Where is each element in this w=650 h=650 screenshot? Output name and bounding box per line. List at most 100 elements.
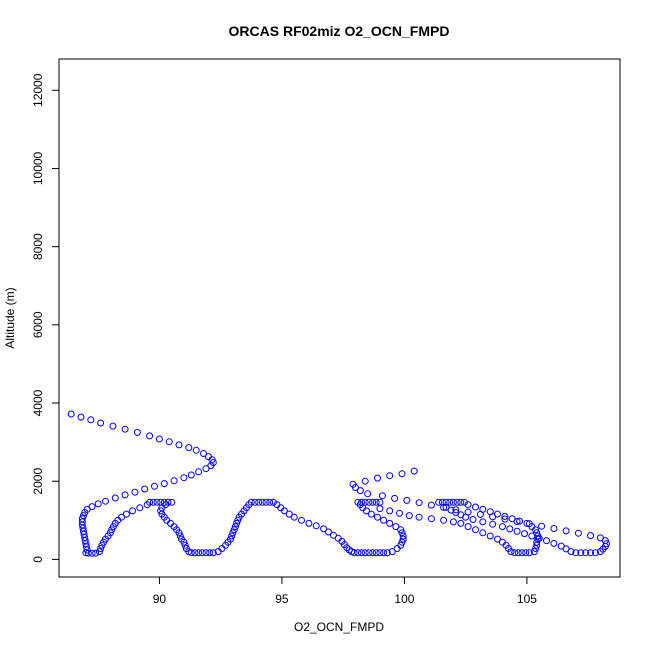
data-point bbox=[87, 416, 95, 424]
data-point bbox=[290, 513, 298, 521]
data-point bbox=[427, 515, 435, 523]
data-point bbox=[245, 501, 253, 509]
data-point bbox=[77, 413, 85, 421]
data-point bbox=[234, 516, 242, 524]
data-point bbox=[435, 498, 443, 506]
data-point bbox=[518, 549, 526, 557]
data-point bbox=[350, 549, 358, 557]
data-point bbox=[230, 526, 238, 534]
data-point bbox=[151, 482, 158, 490]
data-point bbox=[136, 504, 144, 512]
data-point bbox=[521, 530, 528, 538]
data-point bbox=[399, 532, 407, 540]
data-point bbox=[587, 532, 595, 540]
data-point bbox=[121, 491, 129, 499]
data-point bbox=[155, 435, 163, 443]
data-point bbox=[354, 498, 362, 506]
data-point bbox=[207, 462, 215, 470]
y-tick-label: 12000 bbox=[31, 73, 45, 107]
x-tick-label: 100 bbox=[394, 592, 414, 606]
data-point bbox=[320, 525, 328, 533]
data-point bbox=[175, 441, 183, 449]
data-point bbox=[233, 519, 241, 527]
data-point bbox=[501, 515, 509, 523]
data-point bbox=[523, 519, 531, 527]
x-axis: 90 95 100 105 bbox=[153, 576, 537, 606]
data-point bbox=[498, 523, 506, 531]
data-point bbox=[361, 477, 369, 485]
data-point bbox=[442, 498, 450, 506]
data-point bbox=[398, 529, 406, 537]
data-point bbox=[516, 517, 524, 525]
data-point bbox=[405, 512, 413, 520]
data-point bbox=[122, 510, 130, 518]
data-point bbox=[386, 472, 394, 480]
data-point bbox=[200, 450, 207, 457]
data-point bbox=[365, 549, 373, 557]
data-point bbox=[109, 422, 117, 430]
data-point bbox=[280, 507, 288, 515]
data-point bbox=[202, 465, 210, 473]
y-tick-label: 8000 bbox=[31, 233, 45, 260]
y-tick-label: 6000 bbox=[31, 311, 45, 338]
data-point bbox=[479, 518, 487, 526]
plot-frame bbox=[58, 58, 621, 578]
data-point bbox=[440, 516, 448, 524]
data-point bbox=[185, 444, 193, 452]
data-point bbox=[191, 549, 199, 557]
data-point bbox=[391, 494, 399, 502]
data-point bbox=[354, 549, 362, 557]
data-point bbox=[111, 494, 119, 502]
data-point bbox=[262, 498, 270, 506]
data-point bbox=[95, 548, 103, 556]
data-point bbox=[472, 526, 479, 534]
data-point bbox=[255, 498, 263, 506]
data-point bbox=[513, 527, 521, 535]
data-point bbox=[557, 542, 565, 550]
data-point bbox=[550, 539, 558, 547]
y-tick-label: 10000 bbox=[31, 151, 45, 185]
data-point bbox=[269, 498, 277, 506]
data-point bbox=[376, 498, 384, 506]
data-point bbox=[165, 438, 173, 446]
data-point bbox=[498, 538, 506, 546]
data-point bbox=[494, 510, 501, 518]
data-point bbox=[392, 523, 400, 531]
data-point bbox=[438, 498, 446, 506]
data-point bbox=[506, 525, 514, 533]
data-point bbox=[577, 549, 585, 557]
data-point bbox=[78, 521, 86, 529]
data-point bbox=[133, 428, 141, 436]
data-point bbox=[146, 432, 154, 440]
data-point bbox=[358, 498, 365, 506]
data-point bbox=[372, 498, 380, 506]
data-point bbox=[386, 519, 394, 527]
data-point bbox=[415, 513, 423, 521]
data-point bbox=[376, 549, 384, 557]
data-point bbox=[596, 548, 604, 556]
data-point bbox=[543, 537, 550, 545]
data-point bbox=[153, 498, 161, 506]
data-point bbox=[449, 498, 457, 506]
data-point bbox=[457, 498, 465, 506]
data-points bbox=[67, 410, 610, 557]
data-point bbox=[102, 497, 109, 505]
data-point bbox=[247, 498, 255, 506]
data-point bbox=[380, 549, 388, 557]
data-point bbox=[592, 549, 599, 557]
x-tick-label: 90 bbox=[153, 592, 167, 606]
data-point bbox=[533, 541, 541, 549]
data-point bbox=[396, 509, 403, 517]
data-point bbox=[164, 498, 172, 506]
data-point bbox=[464, 523, 472, 531]
data-point bbox=[231, 523, 239, 531]
data-point bbox=[397, 526, 405, 534]
x-tick-label: 95 bbox=[275, 592, 289, 606]
data-point bbox=[472, 503, 479, 511]
x-axis-label: O2_OCN_FMPD bbox=[294, 620, 384, 634]
y-axis-label: Altitude (m) bbox=[3, 287, 17, 348]
data-point bbox=[258, 498, 266, 506]
data-point bbox=[464, 501, 472, 509]
data-point bbox=[180, 538, 188, 546]
data-point bbox=[376, 505, 384, 513]
